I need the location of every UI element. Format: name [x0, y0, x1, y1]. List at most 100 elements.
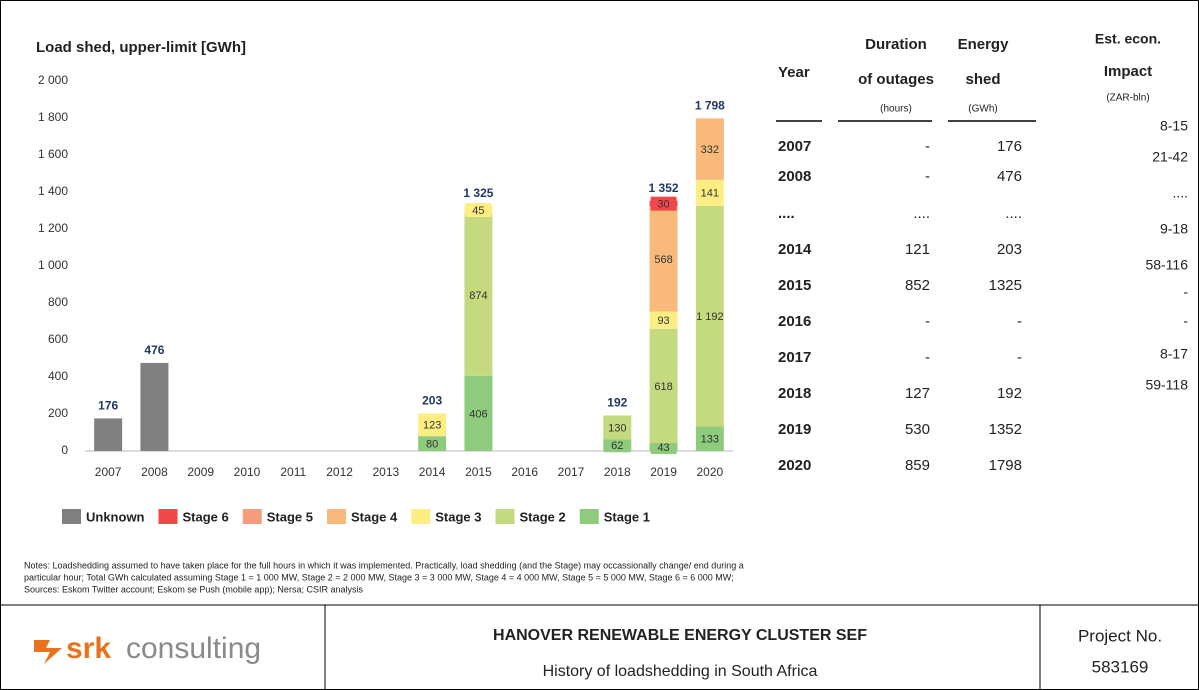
table-cell: .... [913, 205, 930, 222]
table-cell: 2015 [778, 277, 811, 294]
x-tick-label: 2007 [95, 465, 122, 479]
table-cell: - [925, 168, 930, 185]
segment-label: 568 [654, 254, 672, 266]
y-tick-label: 0 [61, 443, 68, 457]
table-header: of outages [858, 71, 934, 88]
table-header: Impact [1104, 63, 1152, 80]
y-tick-label: 1 600 [38, 147, 68, 161]
table-cell: 176 [997, 138, 1022, 155]
segment-label-bg [465, 288, 492, 303]
x-tick-label: 2012 [326, 465, 353, 479]
table-header: Duration [865, 36, 927, 53]
note: Notes: Loadshedding assumed to have take… [24, 560, 744, 570]
total-label: 1 352 [649, 181, 679, 195]
table-header: Est. econ. [1095, 31, 1161, 47]
legend-swatch [242, 509, 262, 524]
y-tick-label: 1 800 [38, 110, 68, 124]
total-label: 192 [607, 396, 627, 410]
legend-swatch [327, 509, 346, 524]
segment-label-bg [696, 142, 723, 157]
table-cell: 58-116 [1145, 257, 1188, 273]
logo-brand: srk [66, 632, 111, 665]
x-tick-label: 2020 [697, 465, 724, 479]
segment-label-bg [696, 185, 723, 200]
table-cell: 203 [997, 241, 1022, 258]
table-cell: 1798 [989, 457, 1022, 474]
table-cell: 59-118 [1145, 377, 1188, 393]
table-subheader: (GWh) [968, 104, 997, 115]
total-label: 1 798 [695, 99, 725, 113]
legend-swatch [579, 509, 599, 524]
table-header: Year [778, 64, 810, 81]
segment-label-bg [465, 406, 492, 421]
footer-subtitle: History of loadshedding in South Africa [543, 663, 818, 680]
segment-label: 123 [423, 420, 441, 432]
segment-label-bg [696, 431, 723, 446]
x-tick-label: 2013 [373, 465, 400, 479]
segment-label: 141 [701, 188, 719, 200]
table-subheader: (hours) [880, 104, 912, 115]
table-cell: 8-15 [1160, 118, 1188, 134]
table-cell: 192 [997, 385, 1022, 402]
y-tick-label: 200 [48, 406, 68, 420]
note: Sources: Eskom Twitter account; Eskom se… [24, 584, 363, 594]
x-tick-label: 2010 [234, 465, 261, 479]
x-tick-label: 2019 [650, 465, 677, 479]
table-subheader: (ZAR-bln) [1106, 93, 1149, 104]
segment-label-bg [650, 440, 677, 455]
segment-label-bg [650, 378, 677, 393]
legend-label: Stage 6 [183, 509, 229, 524]
table-cell: 2016 [778, 313, 811, 330]
segment-label: 1 192 [696, 311, 724, 323]
segment-label-bg [604, 420, 631, 435]
legend-label: Unknown [86, 509, 145, 524]
legend-swatch [495, 509, 515, 524]
table-cell: .... [1172, 185, 1188, 201]
legend-label: Stage 5 [267, 509, 313, 524]
table-cell: 127 [905, 385, 930, 402]
logo: srk consulting [34, 632, 261, 665]
table-cell: .... [1005, 205, 1022, 222]
x-tick-label: 2014 [419, 465, 446, 479]
project-number: 583169 [1092, 657, 1149, 676]
x-tick-label: 2011 [280, 465, 306, 479]
note: particular hour; Total GWh calculated as… [24, 572, 734, 582]
legend-swatch [62, 509, 81, 524]
table-cell: - [1017, 349, 1022, 366]
segment-label-bg [419, 436, 446, 451]
table-cell: 121 [905, 241, 930, 258]
x-tick-label: 2008 [141, 465, 168, 479]
segment-label: 618 [654, 381, 672, 393]
logo-icon [34, 640, 62, 664]
table-cell: 530 [905, 421, 930, 438]
table-cell: 2019 [778, 421, 811, 438]
total-label: 203 [422, 394, 442, 408]
table-cell: 2007 [778, 138, 811, 155]
table-cell: 852 [905, 277, 930, 294]
x-tick-label: 2017 [558, 465, 585, 479]
total-label: 476 [144, 343, 164, 357]
segment-label: 133 [701, 434, 719, 446]
segment-label: 30 [657, 199, 669, 211]
table-cell: 1352 [989, 421, 1022, 438]
legend-swatch [158, 509, 178, 524]
table-cell: - [1183, 284, 1188, 300]
segment-label: 93 [657, 315, 669, 327]
table-cell: 2020 [778, 457, 811, 474]
segment-label: 62 [611, 440, 623, 452]
table-cell: 9-18 [1160, 221, 1188, 237]
table-cell: 2008 [778, 168, 811, 185]
y-tick-label: 2 000 [38, 73, 68, 87]
legend-label: Stage 4 [351, 509, 398, 524]
table-cell: 2014 [778, 241, 812, 258]
chart-title: Load shed, upper-limit [GWh] [36, 39, 246, 56]
table-cell: - [925, 138, 930, 155]
y-tick-label: 800 [48, 295, 68, 309]
bar-segment [140, 362, 169, 451]
table-cell: 1325 [989, 277, 1022, 294]
table-header: shed [965, 71, 1000, 88]
table-cell: 2017 [778, 349, 811, 366]
table-cell: 8-17 [1160, 346, 1188, 362]
